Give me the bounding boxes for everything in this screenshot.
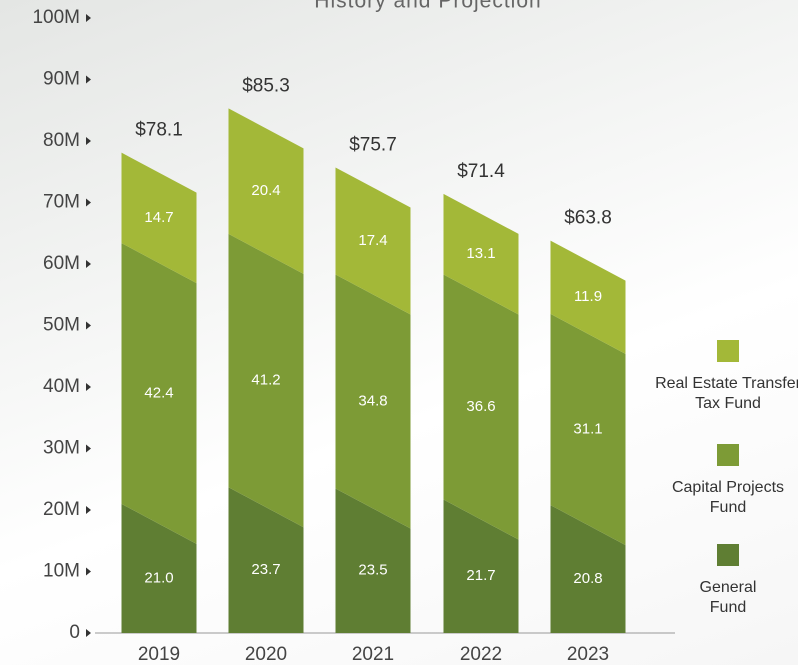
y-tick-label: 70M: [43, 192, 80, 213]
bar-segment: [443, 499, 519, 633]
y-tick-mark: [86, 321, 91, 330]
bar-segment: [121, 243, 197, 544]
y-tick-mark: [86, 383, 91, 391]
chart-title: History and Projection: [314, 0, 541, 13]
y-tick-label: 50M: [43, 315, 80, 336]
bar-segment: [228, 487, 304, 633]
y-tick-label: 80M: [43, 130, 80, 151]
legend-label: Capital Projects Fund: [671, 479, 785, 516]
y-tick-mark: [86, 506, 91, 514]
bar-segment: [443, 274, 519, 540]
bar-segment: [228, 233, 304, 528]
legend-swatch: [717, 340, 739, 362]
y-tick-mark: [86, 260, 91, 268]
x-tick-label: 2020: [245, 644, 287, 665]
bar-segment: [121, 152, 197, 284]
y-tick-mark: [86, 567, 91, 576]
legend-swatch: [717, 544, 739, 566]
bar-segment: [121, 503, 197, 633]
data-label: 42.4: [144, 384, 173, 401]
data-label: 36.6: [466, 398, 495, 415]
bar-segment: [550, 505, 626, 633]
data-label: 23.7: [251, 561, 280, 578]
total-label: $75.7: [349, 134, 397, 155]
x-tick-label: 2021: [352, 644, 394, 665]
legend-swatch: [717, 444, 739, 466]
y-tick-label: 40M: [43, 376, 80, 397]
bar-segment: [550, 240, 626, 354]
data-label: 23.5: [358, 562, 387, 579]
data-label: 11.9: [574, 288, 602, 305]
y-tick-mark: [86, 137, 91, 145]
y-tick-mark: [86, 14, 91, 22]
data-label: 21.7: [466, 567, 495, 584]
y-tick-mark: [86, 444, 91, 453]
bar-segment: [335, 274, 411, 529]
y-tick-mark: [86, 75, 91, 84]
bar-segment: [228, 108, 304, 274]
data-label: 20.8: [573, 570, 602, 587]
data-label: 13.1: [466, 245, 495, 262]
data-label: 20.4: [251, 182, 280, 199]
bar-segment: [335, 167, 411, 315]
legend-label: Real Estate Transfer Tax Fund: [655, 375, 798, 412]
bar-segment: [550, 313, 626, 546]
data-label: 21.0: [144, 569, 173, 586]
bar-segment: [335, 488, 411, 633]
y-tick-label: 100M: [32, 7, 80, 28]
y-tick-label: 60M: [43, 253, 80, 274]
y-tick-label: 90M: [43, 69, 80, 90]
y-tick-mark: [86, 629, 91, 637]
total-label: $78.1: [135, 120, 183, 141]
data-label: 14.7: [144, 209, 173, 226]
y-tick-label: 10M: [43, 561, 80, 582]
bar-segment: [443, 193, 519, 315]
total-label: $63.8: [564, 208, 612, 229]
x-tick-label: 2022: [460, 644, 502, 665]
y-tick-label: 0: [69, 622, 80, 643]
data-label: 41.2: [251, 372, 280, 389]
y-tick-label: 30M: [43, 438, 80, 459]
data-label: 17.4: [358, 232, 387, 249]
data-label: 34.8: [358, 392, 387, 409]
y-tick-mark: [86, 198, 91, 207]
total-label: $85.3: [242, 75, 290, 96]
y-tick-label: 20M: [43, 499, 80, 520]
legend-label: General Fund: [699, 579, 757, 616]
x-tick-label: 2019: [138, 644, 180, 665]
data-label: 31.1: [573, 420, 602, 437]
x-tick-label: 2023: [567, 644, 609, 665]
total-label: $71.4: [457, 161, 505, 182]
